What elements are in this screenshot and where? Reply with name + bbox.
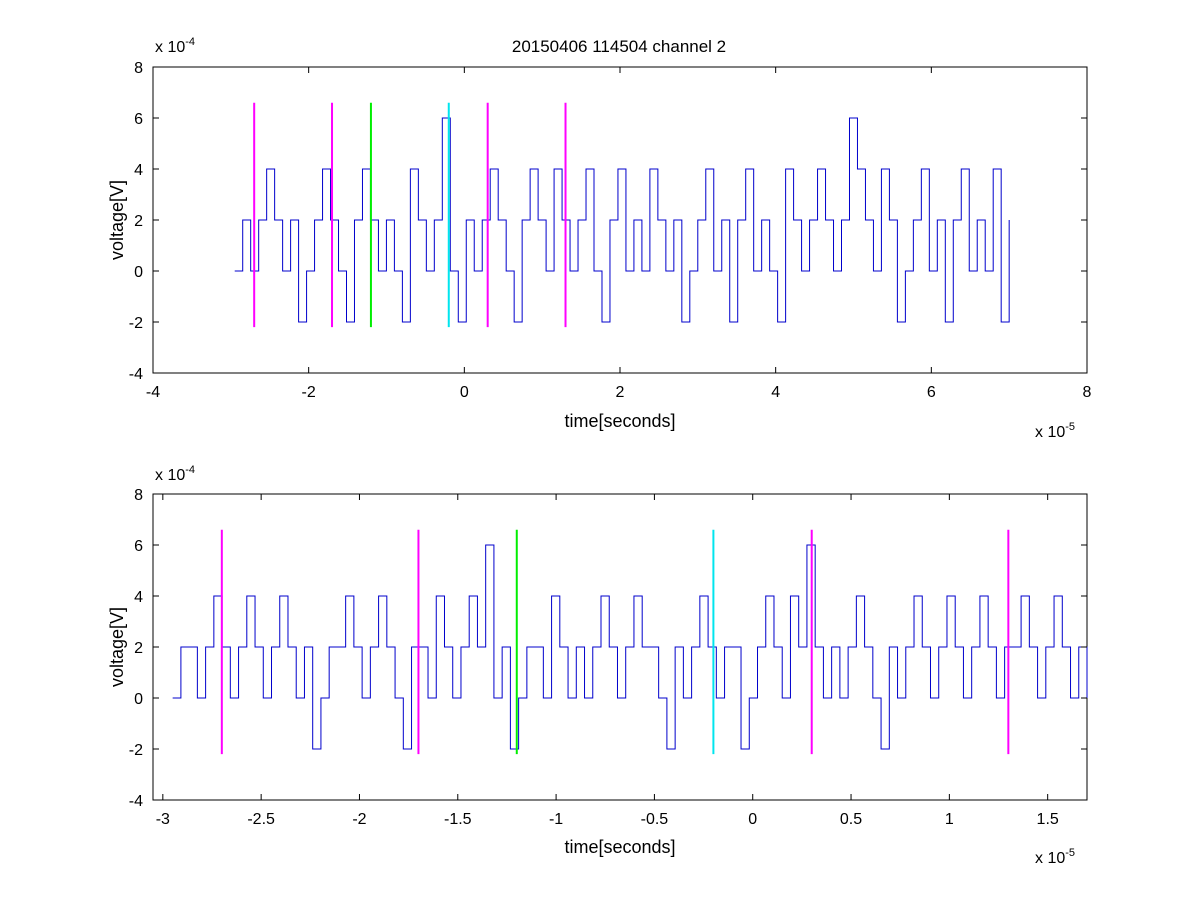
y-tick-label: -4: [129, 793, 143, 810]
x-tick-label: 1: [945, 811, 954, 828]
x-tick-label: 0.5: [840, 811, 862, 828]
bottom-plot-x-multiplier: x 10-5: [1035, 847, 1075, 867]
bottom-plot-marker-group: [220, 529, 1010, 755]
x-tick-label: -4: [146, 384, 160, 401]
bottom-plot-y-multiplier-base: x 10: [155, 467, 185, 484]
x-tick-label: -1.5: [444, 811, 472, 828]
top-plot-y-multiplier: x 10-4: [155, 36, 195, 56]
y-tick-label: 2: [134, 213, 143, 230]
y-tick-label: -2: [129, 742, 143, 759]
y-tick-label: 8: [134, 487, 143, 504]
bottom-plot-x-ticks: -3 -2.5 -2 -1.5 -1 -0.5 0 0.5 1 1.5: [156, 494, 1059, 828]
top-plot-x-multiplier-exp: -5: [1065, 421, 1075, 433]
bottom-plot-ylabel: voltage[V]: [107, 607, 127, 687]
top-plot-marker-group: [253, 102, 567, 328]
top-plot-ylabel: voltage[V]: [107, 180, 127, 260]
x-tick-label: 0: [748, 811, 757, 828]
top-plot-x-multiplier-base: x 10: [1035, 424, 1065, 441]
top-plot-trace-group: [234, 117, 1010, 323]
y-tick-label: 4: [134, 589, 143, 606]
bottom-plot-y-multiplier: x 10-4: [155, 464, 195, 484]
x-tick-label: 8: [1083, 384, 1092, 401]
bottom-plot-y-multiplier-exp: -4: [185, 464, 195, 476]
x-tick-label: -1: [549, 811, 563, 828]
y-tick-label: 0: [134, 691, 143, 708]
bottom-plot-trace-group: [172, 544, 1088, 750]
bottom-plot-xlabel: time[seconds]: [564, 837, 675, 857]
y-tick-label: -4: [129, 366, 143, 383]
x-tick-label: -2.5: [247, 811, 275, 828]
y-tick-label: 0: [134, 264, 143, 281]
y-tick-label: 2: [134, 640, 143, 657]
top-plot-y-multiplier-exp: -4: [185, 36, 195, 48]
x-tick-label: -2: [302, 384, 316, 401]
y-tick-label: 6: [134, 111, 143, 128]
x-tick-label: 1.5: [1037, 811, 1059, 828]
figure-title: 20150406 114504 channel 2: [512, 37, 726, 56]
bottom-plot-y-ticks: -4 -2 0 2 4 6 8: [129, 487, 1087, 810]
x-tick-label: 4: [771, 384, 780, 401]
x-tick-label: -3: [156, 811, 170, 828]
top-plot-x-ticks: -4 -2 0 2 4 6 8: [146, 67, 1092, 401]
y-tick-label: 8: [134, 60, 143, 77]
voltage-trace: [172, 544, 1088, 750]
voltage-trace: [234, 117, 1010, 323]
y-tick-label: 6: [134, 538, 143, 555]
x-tick-label: -2: [352, 811, 366, 828]
bottom-plot: -3 -2.5 -2 -1.5 -1 -0.5 0 0.5 1 1.5 -4 -2 0 2 4 6 8 tim…: [107, 464, 1088, 867]
top-plot: -4 -2 0 2 4 6 8 -4 -2 0 2 4 6 8 time[seconds] voltag…: [107, 36, 1092, 441]
top-plot-xlabel: time[seconds]: [564, 411, 675, 431]
bottom-plot-x-multiplier-exp: -5: [1065, 847, 1075, 859]
y-tick-label: 4: [134, 162, 143, 179]
bottom-plot-x-multiplier-base: x 10: [1035, 850, 1065, 867]
x-tick-label: 0: [460, 384, 469, 401]
y-tick-label: -2: [129, 315, 143, 332]
x-tick-label: 6: [927, 384, 936, 401]
x-tick-label: -0.5: [641, 811, 669, 828]
x-tick-label: 2: [616, 384, 625, 401]
top-plot-y-multiplier-base: x 10: [155, 39, 185, 56]
top-plot-x-multiplier: x 10-5: [1035, 421, 1075, 441]
top-plot-y-ticks: -4 -2 0 2 4 6 8: [129, 60, 1087, 383]
